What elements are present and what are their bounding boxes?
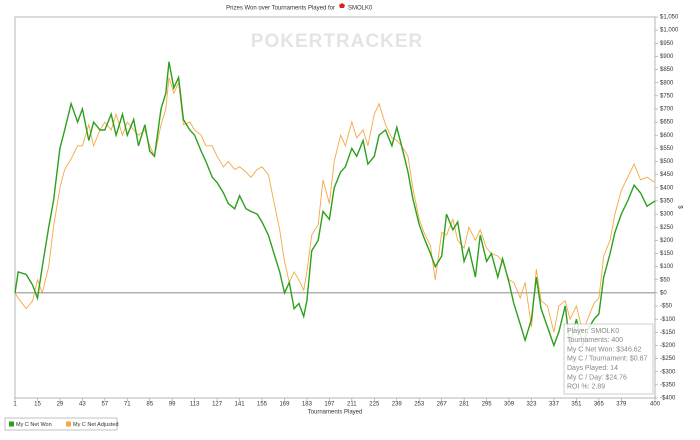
y-tick-label: $650 xyxy=(660,120,674,126)
y-tick-label: -$200 xyxy=(660,343,676,349)
x-tick-label: 85 xyxy=(146,402,153,408)
y-tick-label: -$400 xyxy=(660,396,676,402)
plot-frame xyxy=(14,16,656,399)
x-axis-label: Tournaments Played xyxy=(308,410,363,416)
x-tick-label: 71 xyxy=(124,402,131,408)
x-tick-label: 239 xyxy=(392,402,403,408)
x-tick-label: 57 xyxy=(101,402,108,408)
info-line: My C / Tournament: $0.87 xyxy=(567,356,648,363)
y-tick-label: $850 xyxy=(660,67,674,73)
series-line xyxy=(14,61,656,349)
x-tick-label: 15 xyxy=(34,402,41,408)
y-tick-label: -$300 xyxy=(660,369,676,375)
x-tick-label: 323 xyxy=(526,402,537,408)
y-tick-label: $500 xyxy=(660,159,674,165)
info-line: Days Played: 14 xyxy=(567,365,618,372)
x-tick-label: 141 xyxy=(235,402,246,408)
x-tick-label: 29 xyxy=(57,402,64,408)
y-tick-label: -$50 xyxy=(660,304,673,310)
y-tick-label: $900 xyxy=(660,54,674,60)
x-tick-label: 99 xyxy=(169,402,176,408)
x-tick-label: 169 xyxy=(279,402,290,408)
y-tick-label: -$350 xyxy=(660,382,676,388)
info-line: My C Net Won: $346.62 xyxy=(567,346,642,353)
x-tick-label: 43 xyxy=(79,402,86,408)
y-tick-label: $400 xyxy=(660,185,674,191)
x-tick-label: 281 xyxy=(459,402,470,408)
x-tick-label: 400 xyxy=(650,402,661,408)
y-tick-label: $50 xyxy=(660,277,671,283)
legend-swatch xyxy=(9,421,14,427)
legend-label: My C Net Adjusted xyxy=(73,422,119,428)
x-tick-label: 253 xyxy=(414,402,425,408)
y-tick-label: -$100 xyxy=(660,317,676,323)
y-tick-label: $1,050 xyxy=(660,15,679,21)
x-tick-label: 127 xyxy=(212,402,223,408)
watermark: POKERTRACKER xyxy=(251,31,423,52)
x-tick-label: 337 xyxy=(549,402,560,408)
player-icon xyxy=(339,3,345,8)
y-tick-label: $750 xyxy=(660,93,674,99)
x-tick-label: 225 xyxy=(369,402,380,408)
y-tick-label: $550 xyxy=(660,146,674,152)
y-tick-label: $350 xyxy=(660,199,674,205)
x-tick-label: 183 xyxy=(302,402,313,408)
y-tick-label: $0 xyxy=(660,290,667,296)
legend-label: My C Net Won xyxy=(16,422,52,428)
x-tick-label: 197 xyxy=(324,402,335,408)
x-tick-label: 155 xyxy=(257,402,268,408)
legend-swatch xyxy=(66,421,71,427)
y-tick-label: $1,000 xyxy=(660,28,679,34)
x-tick-label: 211 xyxy=(347,402,357,408)
y-tick-label: $200 xyxy=(660,238,674,244)
y-tick-label: $450 xyxy=(660,172,674,178)
info-frame xyxy=(563,323,654,395)
x-tick-label: 365 xyxy=(594,402,605,408)
y-axis-label: $ xyxy=(676,205,682,209)
x-tick-label: 267 xyxy=(437,402,448,408)
y-tick-label: $300 xyxy=(660,212,674,218)
info-line: Player: SMOLK0 xyxy=(567,328,619,335)
y-tick-label: $600 xyxy=(660,133,674,139)
y-tick-label: $150 xyxy=(660,251,674,257)
x-tick-label: 379 xyxy=(616,402,627,408)
info-box: Player: SMOLK0 Tournaments: 400 My C Net W… xyxy=(563,323,654,395)
y-tick-label: $950 xyxy=(660,41,674,47)
info-line: Tournaments: 400 xyxy=(567,337,623,344)
x-tick-label: 113 xyxy=(190,402,200,408)
y-tick-label: -$150 xyxy=(660,330,676,336)
x-tick-label: 309 xyxy=(504,402,515,408)
legend: My C Net Won My C Net Adjusted xyxy=(4,417,119,431)
x-tick-label: 295 xyxy=(482,402,493,408)
chart-title: Prizes Won over Tournaments Played for xyxy=(226,6,335,12)
legend-box xyxy=(4,417,118,431)
y-tick-label: -$250 xyxy=(660,356,676,362)
y-tick-label: $700 xyxy=(660,107,674,113)
y-tick-label: $250 xyxy=(660,225,674,231)
info-line: ROI %: 2.89 xyxy=(567,384,605,391)
x-tick-label: 1 xyxy=(13,402,17,408)
player-name: SMOLK0 xyxy=(348,6,373,12)
y-tick-label: $800 xyxy=(660,80,674,86)
x-tick-label: 351 xyxy=(571,402,582,408)
y-tick-label: $100 xyxy=(660,264,674,270)
series-line xyxy=(14,77,656,334)
info-line: My C / Day: $24.76 xyxy=(567,374,627,381)
